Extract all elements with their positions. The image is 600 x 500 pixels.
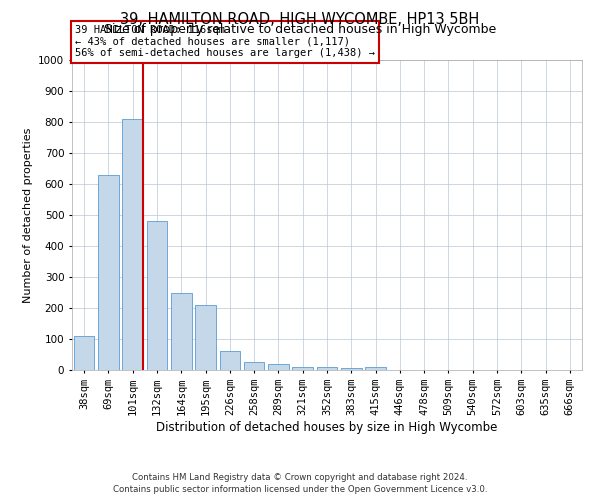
Bar <box>122 119 143 370</box>
Bar <box>171 292 191 370</box>
Bar <box>146 221 167 370</box>
Text: Size of property relative to detached houses in High Wycombe: Size of property relative to detached ho… <box>104 22 496 36</box>
Bar <box>292 367 313 370</box>
Bar <box>98 174 119 370</box>
Bar <box>317 367 337 370</box>
Bar <box>220 352 240 370</box>
Bar <box>365 367 386 370</box>
Bar <box>195 305 216 370</box>
Bar <box>244 362 265 370</box>
Text: Contains HM Land Registry data © Crown copyright and database right 2024.
Contai: Contains HM Land Registry data © Crown c… <box>113 472 487 494</box>
Text: 39 HAMILTON ROAD: 116sqm
← 43% of detached houses are smaller (1,117)
56% of sem: 39 HAMILTON ROAD: 116sqm ← 43% of detach… <box>75 25 375 58</box>
Text: 39, HAMILTON ROAD, HIGH WYCOMBE, HP13 5BH: 39, HAMILTON ROAD, HIGH WYCOMBE, HP13 5B… <box>121 12 479 28</box>
X-axis label: Distribution of detached houses by size in High Wycombe: Distribution of detached houses by size … <box>157 420 497 434</box>
Bar <box>341 368 362 370</box>
Bar <box>74 336 94 370</box>
Bar <box>268 364 289 370</box>
Y-axis label: Number of detached properties: Number of detached properties <box>23 128 32 302</box>
